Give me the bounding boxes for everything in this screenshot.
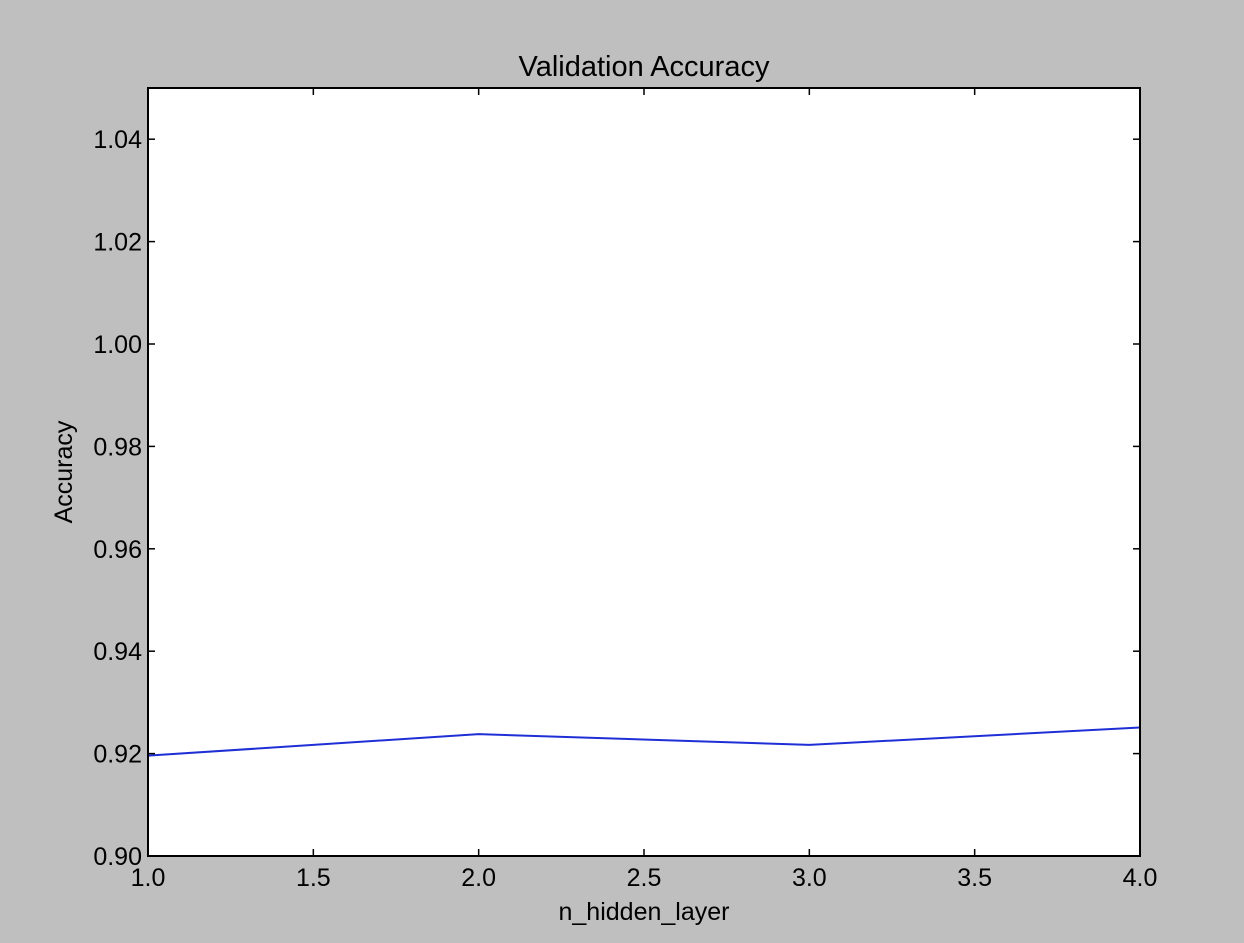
x-tick-label: 2.0 bbox=[461, 864, 496, 892]
y-tick-label: 1.00 bbox=[93, 331, 142, 359]
chart-title: Validation Accuracy bbox=[519, 51, 770, 83]
plot-frame bbox=[147, 87, 1141, 857]
y-tick-label: 1.02 bbox=[93, 229, 142, 257]
x-tick-label: 3.5 bbox=[957, 864, 992, 892]
x-tick-label: 2.5 bbox=[627, 864, 662, 892]
y-tick-label: 0.98 bbox=[93, 433, 142, 461]
y-tick-label: 1.04 bbox=[93, 126, 142, 154]
x-tick-label: 1.5 bbox=[296, 864, 331, 892]
series-layer bbox=[147, 726, 1141, 757]
labels-layer: 1.0 1.5 2.0 2.5 3.0 3.5 4.0 0.90 0.92 0.94 0.96 0.9… bbox=[93, 126, 1157, 892]
y-tick-label: 0.90 bbox=[93, 843, 142, 871]
plot-area bbox=[148, 88, 1140, 856]
y-tick-label: 0.94 bbox=[93, 638, 142, 666]
series-line bbox=[147, 726, 1141, 757]
x-tick-label: 4.0 bbox=[1123, 864, 1158, 892]
x-axis-label: n_hidden_layer bbox=[559, 898, 730, 926]
x-tick-label: 3.0 bbox=[792, 864, 827, 892]
y-tick-label: 0.96 bbox=[93, 536, 142, 564]
y-tick-label: 0.92 bbox=[93, 741, 142, 769]
y-axis-label: Accuracy bbox=[50, 420, 78, 523]
x-tick-label: 1.0 bbox=[131, 864, 166, 892]
